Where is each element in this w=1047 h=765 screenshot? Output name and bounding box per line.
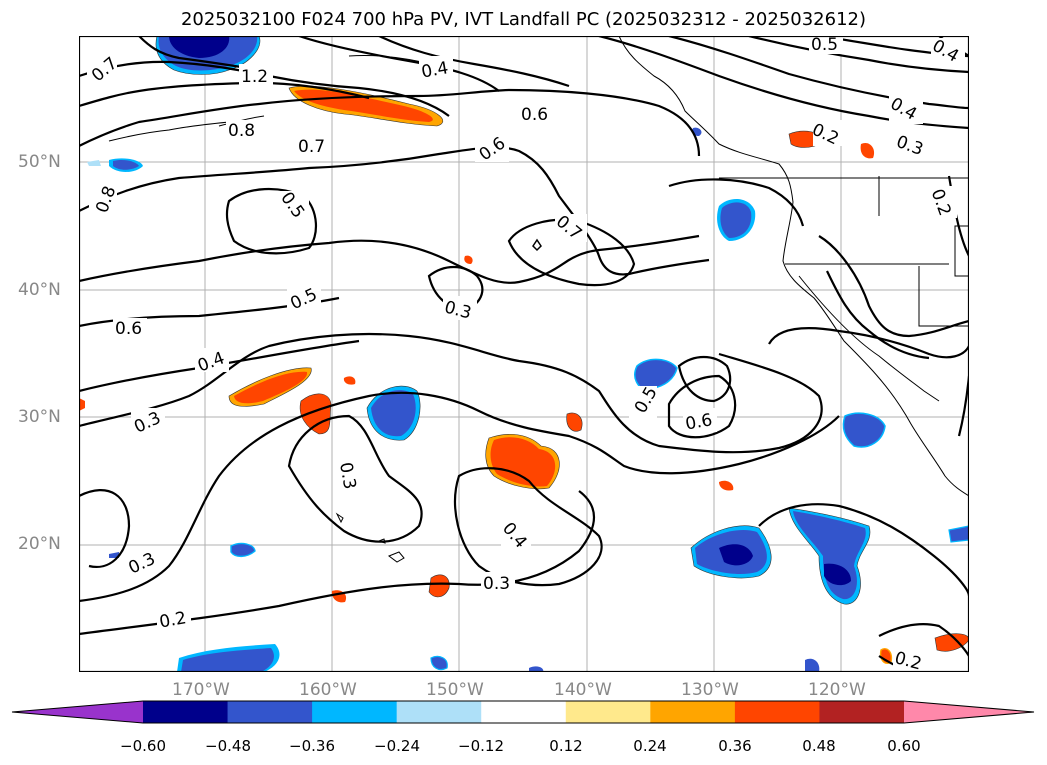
contour-label: 0.2 [892, 648, 923, 672]
contour-labels: 0.7 1.2 0.8 0.7 0.8 0.5 0.5 0.6 0.4 0.3 … [87, 36, 965, 672]
colorbar-tick: −0.60 [120, 737, 166, 755]
map-title: 2025032100 F024 700 hPa PV, IVT Landfall… [180, 9, 867, 30]
contour-label: 0.6 [521, 105, 548, 125]
colorbar-segment [396, 701, 482, 723]
colorbar-tick: −0.24 [374, 737, 420, 755]
lon-label-130w: 130°W [681, 680, 739, 700]
colorbar-segment [227, 701, 313, 723]
negative-shading [87, 36, 969, 672]
colorbar-tick: 0.36 [718, 737, 752, 755]
colorbar-segment [734, 701, 820, 723]
lon-label-140w: 140°W [554, 680, 612, 700]
colorbar-tick: 0.48 [802, 737, 836, 755]
colorbar-segments [143, 701, 905, 723]
contour-label: 0.8 [228, 121, 255, 141]
lon-label-150w: 150°W [426, 680, 484, 700]
lat-label-30n: 30°N [18, 407, 61, 427]
contour-label: 0.6 [684, 410, 714, 434]
colorbar-extension-high [904, 701, 1034, 723]
contour-label: 0.4 [420, 58, 450, 82]
contour-label: 0.6 [115, 319, 142, 339]
colorbar-segment [312, 701, 398, 723]
colorbar-segment [481, 701, 567, 723]
lon-label-170w: 170°W [172, 680, 230, 700]
lat-label-40n: 40°N [18, 280, 61, 300]
colorbar-segment [565, 701, 651, 723]
colorbar-segment [143, 701, 229, 723]
map-panel: 0.7 1.2 0.8 0.7 0.8 0.5 0.5 0.6 0.4 0.3 … [79, 36, 969, 672]
colorbar-segment [819, 701, 905, 723]
coastlines [108, 36, 969, 563]
lon-label-160w: 160°W [299, 680, 357, 700]
colorbar-tick: 0.12 [549, 737, 583, 755]
map-frame [79, 36, 969, 672]
contour-label: 0.7 [298, 137, 325, 157]
contour-label: 0.2 [158, 608, 188, 632]
lat-label-50n: 50°N [18, 152, 61, 172]
colorbar-segment [650, 701, 736, 723]
colorbar-tick: 0.60 [887, 737, 921, 755]
colorbar-extension-low [12, 701, 143, 723]
contour-label: 0.3 [335, 461, 359, 491]
colorbar-tick: −0.12 [458, 737, 504, 755]
colorbar-tick: 0.24 [633, 737, 667, 755]
contour-label: 0.3 [483, 574, 510, 594]
contour-label: 0.5 [811, 36, 838, 55]
lon-label-120w: 120°W [808, 680, 866, 700]
contour-label: 1.2 [241, 67, 268, 87]
colorbar [11, 700, 1035, 724]
colorbar-tick: −0.48 [205, 737, 251, 755]
lat-label-20n: 20°N [18, 534, 61, 554]
colorbar-tick: −0.36 [289, 737, 335, 755]
